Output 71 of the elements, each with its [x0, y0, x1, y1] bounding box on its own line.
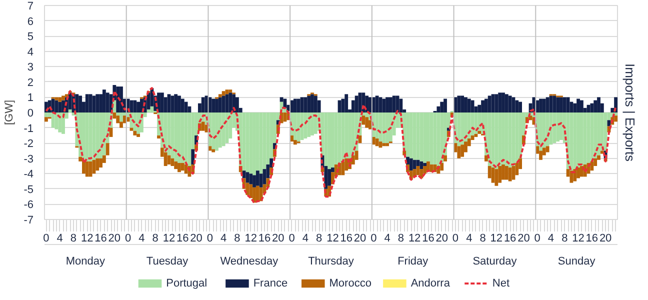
x-tick-label: 8	[398, 232, 404, 244]
y-tick-label: -7	[24, 214, 34, 226]
x-tick-label: 4	[56, 232, 63, 244]
text: Sunday	[558, 256, 596, 268]
x-tick-label: 16	[176, 232, 189, 244]
y-tick-label: -6	[24, 199, 34, 212]
x-tick-label: 12	[81, 232, 94, 244]
legend-label: Net	[492, 278, 510, 290]
legend-label: France	[253, 278, 288, 290]
x-tick-label: 0	[288, 232, 295, 244]
x-tick-label: 0	[370, 232, 377, 244]
x-tick-label: 20	[354, 232, 366, 244]
x-tick-label: 20	[108, 232, 121, 244]
y-tick-label: 6	[27, 16, 34, 28]
x-tick-label: 0	[125, 232, 132, 244]
text: Monday	[66, 256, 106, 268]
text: Tuesday	[146, 256, 189, 268]
x-tick-label: 20	[190, 232, 202, 244]
x-tick-label: 12	[326, 232, 339, 244]
x-tick-label: 16	[340, 232, 352, 244]
y-tick-label: 5	[27, 31, 34, 44]
x-tick-label: 8	[234, 232, 240, 244]
y-tick-label: -2	[24, 138, 34, 150]
x-tick-label: 0	[206, 232, 213, 244]
x-tick-label: 12	[162, 232, 176, 244]
y-tick-label: -3	[24, 153, 34, 166]
x-tick-label: 8	[562, 232, 568, 244]
text: Saturday	[472, 256, 518, 268]
x-tick-label: 8	[480, 232, 486, 244]
x-tick-label: 16	[258, 232, 271, 244]
x-tick-label: 12	[408, 232, 421, 244]
x-tick-label: 8	[152, 232, 158, 244]
x-tick-label: 12	[572, 232, 584, 244]
x-tick-label: 12	[490, 232, 503, 244]
x-tick-label: 4	[384, 232, 390, 244]
x-tick-label: 4	[466, 232, 472, 244]
y-tick-label: -5	[24, 184, 34, 196]
x-tick-label: 8	[316, 232, 322, 244]
x-tick-label: 8	[70, 232, 77, 244]
text: Wednesday	[220, 256, 279, 268]
text: Thursday	[308, 256, 354, 268]
x-tick-label: 20	[599, 232, 612, 244]
x-tick-label: 0	[534, 232, 540, 244]
x-tick-label: 16	[504, 232, 516, 244]
y-tick-label: 4	[27, 46, 34, 58]
x-tick-label: 20	[436, 232, 448, 244]
x-tick-label: 4	[138, 232, 145, 244]
x-tick-label: 4	[548, 232, 554, 244]
y-axis-title: [GW]	[4, 100, 16, 126]
x-tick-label: 12	[244, 232, 257, 244]
text: Friday	[398, 256, 429, 268]
y-tick-label: -4	[24, 168, 34, 181]
x-tick-label: 0	[452, 232, 459, 244]
legend-label: Andorra	[410, 278, 451, 290]
y-tick-label: 2	[27, 76, 34, 89]
x-tick-label: 4	[220, 232, 227, 244]
x-tick-label: 16	[422, 232, 434, 244]
x-tick-label: 0	[43, 232, 50, 244]
x-tick-label: 4	[302, 232, 308, 244]
y-tick-label: 0	[27, 108, 34, 120]
legend-label: Morocco	[329, 278, 372, 290]
x-tick-label: 20	[272, 232, 284, 244]
x-tick-label: 16	[94, 232, 107, 244]
y-tick-label: 7	[27, 0, 34, 12]
y-tick-label: 1	[27, 92, 34, 104]
text: Imports | Exports	[622, 63, 638, 162]
y-tick-label: 3	[27, 62, 34, 74]
x-tick-label: 16	[586, 232, 598, 244]
y-tick-label: -1	[24, 122, 34, 135]
x-tick-label: 20	[518, 232, 530, 244]
legend-label: Portugal	[166, 278, 208, 290]
